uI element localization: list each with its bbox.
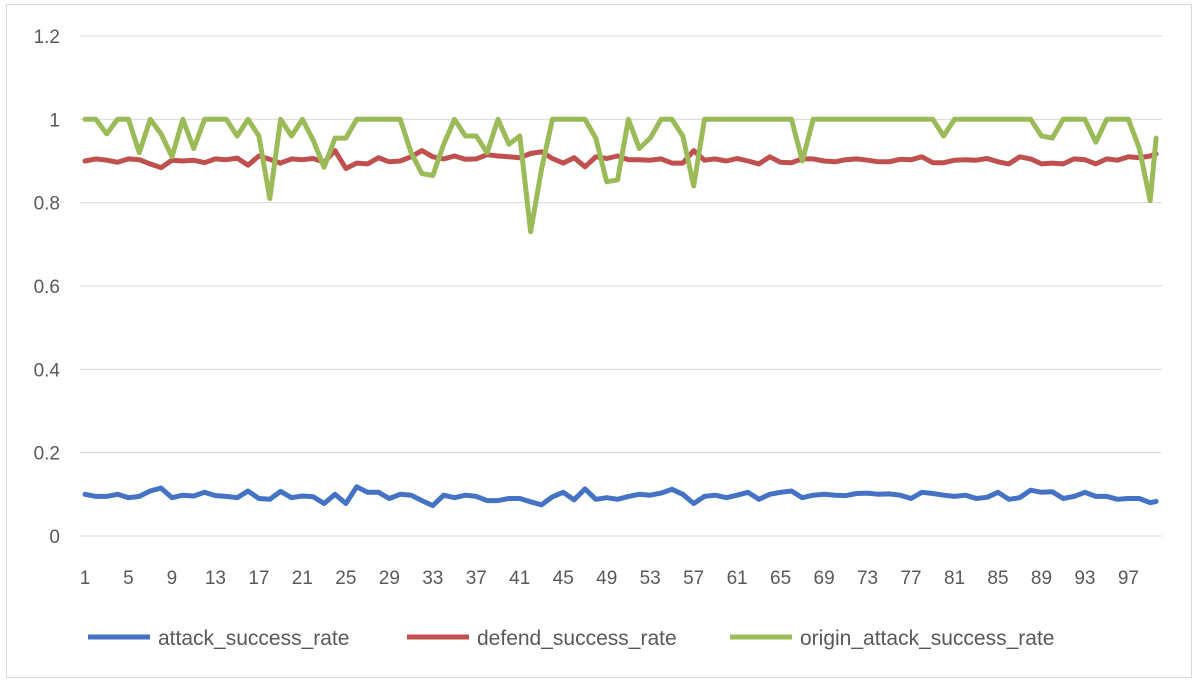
legend-label: origin_attack_success_rate xyxy=(800,627,1054,650)
x-tick-label: 89 xyxy=(1031,568,1052,589)
x-tick-label: 29 xyxy=(379,568,400,589)
x-tick-label: 81 xyxy=(944,568,965,589)
x-tick-label: 77 xyxy=(900,568,921,589)
chart-frame xyxy=(6,4,1192,678)
x-tick-label: 69 xyxy=(814,568,835,589)
x-tick-label: 25 xyxy=(335,568,356,589)
x-tick-label: 17 xyxy=(248,568,269,589)
series-line-attack-success-rate xyxy=(82,484,1159,509)
x-tick-label: 93 xyxy=(1074,568,1095,589)
y-tick-label: 0.8 xyxy=(34,194,60,215)
y-tick-label: 0 xyxy=(49,527,60,548)
x-tick-label: 65 xyxy=(770,568,791,589)
y-tick-label: 0.6 xyxy=(34,277,60,298)
x-tick-label: 21 xyxy=(292,568,313,589)
x-tick-label: 53 xyxy=(640,568,661,589)
x-tick-label: 73 xyxy=(857,568,878,589)
legend-label: defend_success_rate xyxy=(477,627,677,650)
series-line-origin-attack-success-rate xyxy=(82,116,1159,235)
x-tick-label: 1 xyxy=(80,568,91,589)
x-tick-label: 37 xyxy=(466,568,487,589)
x-tick-label: 9 xyxy=(167,568,178,589)
x-tick-label: 49 xyxy=(596,568,617,589)
x-tick-label: 57 xyxy=(683,568,704,589)
x-tick-label: 41 xyxy=(509,568,530,589)
legend-label: attack_success_rate xyxy=(158,627,349,650)
x-tick-label: 45 xyxy=(553,568,574,589)
x-tick-label: 97 xyxy=(1118,568,1139,589)
x-tick-label: 61 xyxy=(727,568,748,589)
y-tick-label: 0.4 xyxy=(34,360,61,381)
x-tick-label: 13 xyxy=(205,568,226,589)
y-tick-label: 1 xyxy=(49,110,60,131)
x-tick-label: 5 xyxy=(123,568,134,589)
x-tick-label: 85 xyxy=(987,568,1008,589)
y-tick-label: 0.2 xyxy=(34,444,60,465)
x-tick-label: 33 xyxy=(422,568,443,589)
y-tick-label: 1.2 xyxy=(34,27,60,48)
